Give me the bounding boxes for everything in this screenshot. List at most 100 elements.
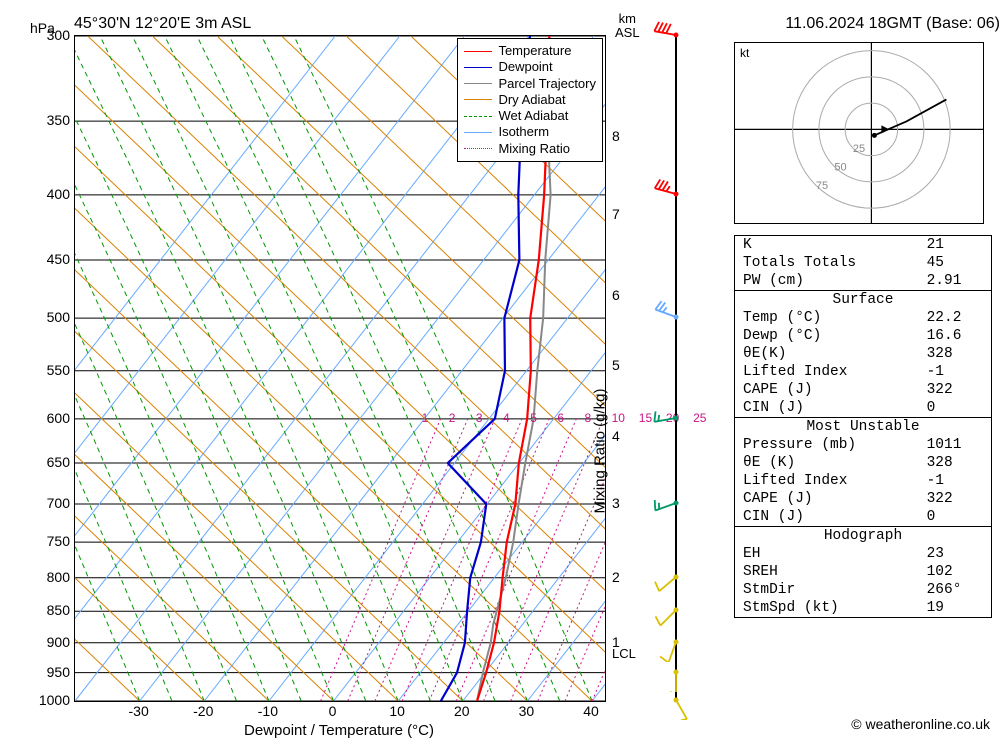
km-tick: 4 bbox=[612, 428, 620, 444]
skewt-container: 45°30'N 12°20'E 3m ASL 11.06.2024 18GMT … bbox=[10, 10, 1000, 743]
index-name: CIN (J) bbox=[735, 508, 919, 527]
table-row: Dewp (°C)16.6 bbox=[735, 327, 992, 345]
copyright: © weatheronline.co.uk bbox=[851, 716, 990, 732]
index-value: 45 bbox=[919, 254, 992, 272]
legend-row: Dry Adiabat bbox=[464, 92, 596, 108]
legend-label: Wet Adiabat bbox=[498, 108, 568, 124]
legend-label: Dewpoint bbox=[498, 59, 552, 75]
hpa-tick: 650 bbox=[20, 454, 70, 470]
lcl-label: LCL bbox=[612, 646, 636, 661]
index-value: 322 bbox=[919, 490, 992, 508]
hpa-tick: 300 bbox=[20, 27, 70, 43]
temp-tick: -30 bbox=[129, 703, 149, 719]
temp-tick: -20 bbox=[193, 703, 213, 719]
skewt-chart: TemperatureDewpointParcel TrajectoryDry … bbox=[74, 35, 606, 702]
hodograph-unit: kt bbox=[740, 46, 749, 60]
hpa-tick: 800 bbox=[20, 569, 70, 585]
index-name: Lifted Index bbox=[735, 363, 919, 381]
legend-swatch bbox=[464, 67, 492, 68]
indices-table: K21Totals Totals45PW (cm)2.91SurfaceTemp… bbox=[734, 235, 992, 618]
table-row: PW (cm)2.91 bbox=[735, 272, 992, 291]
title-location: 45°30'N 12°20'E 3m ASL bbox=[74, 15, 251, 33]
index-value: 0 bbox=[919, 508, 992, 527]
index-value: -1 bbox=[919, 363, 992, 381]
temp-tick: -10 bbox=[258, 703, 278, 719]
table-row: Temp (°C)22.2 bbox=[735, 309, 992, 327]
table-row: Pressure (mb)1011 bbox=[735, 436, 992, 454]
hpa-tick: 850 bbox=[20, 602, 70, 618]
hpa-tick: 750 bbox=[20, 533, 70, 549]
index-name: StmDir bbox=[735, 581, 919, 599]
legend-row: Parcel Trajectory bbox=[464, 76, 596, 92]
index-name: SREH bbox=[735, 563, 919, 581]
section-header: Hodograph bbox=[735, 527, 992, 546]
index-name: Temp (°C) bbox=[735, 309, 919, 327]
temp-tick: 40 bbox=[583, 703, 599, 719]
table-row: CIN (J)0 bbox=[735, 399, 992, 418]
hodograph: 25 50 75 bbox=[734, 42, 984, 224]
svg-text:25: 25 bbox=[853, 143, 865, 155]
legend-label: Isotherm bbox=[498, 124, 549, 140]
wind-barb bbox=[646, 398, 706, 438]
index-value: 102 bbox=[919, 563, 992, 581]
legend-row: Dewpoint bbox=[464, 59, 596, 75]
index-name: CAPE (J) bbox=[735, 490, 919, 508]
table-row: CAPE (J)322 bbox=[735, 381, 992, 399]
mixing-tick: 4 bbox=[503, 411, 510, 425]
km-tick: 8 bbox=[612, 128, 620, 144]
legend-swatch bbox=[464, 51, 492, 52]
index-value: 2.91 bbox=[919, 272, 992, 291]
svg-text:50: 50 bbox=[834, 161, 846, 173]
hpa-tick: 900 bbox=[20, 634, 70, 650]
table-row: Lifted Index-1 bbox=[735, 363, 992, 381]
mixing-ratio-label: Mixing Ratio (g/kg) bbox=[592, 389, 609, 514]
index-name: Pressure (mb) bbox=[735, 436, 919, 454]
km-tick: 2 bbox=[612, 569, 620, 585]
index-value: -1 bbox=[919, 472, 992, 490]
svg-text:75: 75 bbox=[816, 180, 828, 192]
index-value: 22.2 bbox=[919, 309, 992, 327]
index-value: 328 bbox=[919, 454, 992, 472]
hpa-tick: 600 bbox=[20, 410, 70, 426]
index-value: 322 bbox=[919, 381, 992, 399]
hpa-tick: 700 bbox=[20, 495, 70, 511]
wind-barb bbox=[646, 297, 706, 337]
mixing-tick: 3 bbox=[476, 411, 483, 425]
hpa-tick: 950 bbox=[20, 664, 70, 680]
index-name: θE (K) bbox=[735, 454, 919, 472]
temp-tick: 10 bbox=[389, 703, 405, 719]
legend-row: Mixing Ratio bbox=[464, 141, 596, 157]
mixing-tick: 8 bbox=[584, 411, 591, 425]
index-value: 328 bbox=[919, 345, 992, 363]
wind-barb bbox=[646, 15, 706, 55]
table-row: θE(K)328 bbox=[735, 345, 992, 363]
hpa-tick: 500 bbox=[20, 309, 70, 325]
legend-label: Parcel Trajectory bbox=[498, 76, 596, 92]
title-datetime: 11.06.2024 18GMT (Base: 06) bbox=[785, 15, 1000, 33]
mixing-tick: 1 bbox=[422, 411, 429, 425]
table-row: Lifted Index-1 bbox=[735, 472, 992, 490]
temp-tick: 20 bbox=[454, 703, 470, 719]
mixing-tick: 6 bbox=[557, 411, 564, 425]
index-value: 266° bbox=[919, 581, 992, 599]
legend-label: Mixing Ratio bbox=[498, 141, 570, 157]
legend: TemperatureDewpointParcel TrajectoryDry … bbox=[457, 38, 603, 162]
table-row: StmSpd (kt)19 bbox=[735, 599, 992, 618]
km-tick: 7 bbox=[612, 206, 620, 222]
section-header: Surface bbox=[735, 291, 992, 310]
index-value: 21 bbox=[919, 236, 992, 255]
hpa-tick: 1000 bbox=[20, 692, 70, 708]
mixing-tick: 10 bbox=[612, 411, 625, 425]
mixing-tick: 5 bbox=[530, 411, 537, 425]
index-name: Dewp (°C) bbox=[735, 327, 919, 345]
index-value: 19 bbox=[919, 599, 992, 618]
legend-swatch bbox=[464, 116, 492, 117]
temp-tick: 0 bbox=[329, 703, 337, 719]
legend-swatch bbox=[464, 148, 492, 149]
table-row: EH23 bbox=[735, 545, 992, 563]
table-row: K21 bbox=[735, 236, 992, 255]
legend-label: Dry Adiabat bbox=[498, 92, 565, 108]
index-value: 1011 bbox=[919, 436, 992, 454]
km-tick: 3 bbox=[612, 495, 620, 511]
wind-barb bbox=[646, 174, 706, 214]
